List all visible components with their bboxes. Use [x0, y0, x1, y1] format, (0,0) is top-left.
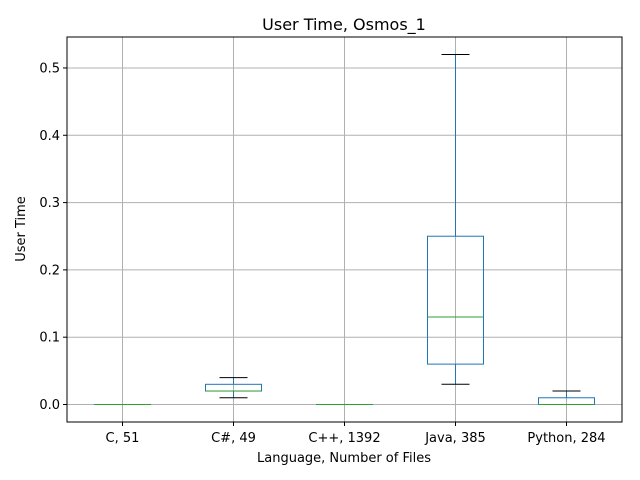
- x-tick-label: C++, 1392: [308, 431, 380, 446]
- y-tick-label: 0.0: [39, 398, 60, 413]
- chart-title: User Time, Osmos_1: [262, 15, 426, 35]
- box-group: [205, 377, 262, 399]
- x-tick-label: C, 51: [106, 431, 140, 446]
- y-tick-label: 0.4: [39, 129, 60, 144]
- x-tick-label: Python, 284: [527, 431, 605, 446]
- box-group: [427, 54, 484, 385]
- box-group: [538, 390, 595, 405]
- y-axis-label: User Time: [14, 196, 29, 262]
- y-tick-label: 0.3: [39, 196, 60, 211]
- x-tick-label: Java, 385: [424, 431, 486, 446]
- box: [427, 235, 484, 365]
- x-tick-label: C#, 49: [211, 431, 256, 446]
- grid-lines: [67, 37, 622, 422]
- x-axis-label: Language, Number of Files: [257, 451, 431, 466]
- y-tick-label: 0.2: [39, 263, 60, 278]
- y-tick-label: 0.1: [39, 331, 60, 346]
- axis-ticks: 0.0 0.1 0.2 0.3 0.4 0.5 C, 51 C#, 49 C++, 1392 Ja…: [39, 61, 605, 446]
- y-tick-label: 0.5: [39, 61, 60, 76]
- box-series: [94, 54, 595, 406]
